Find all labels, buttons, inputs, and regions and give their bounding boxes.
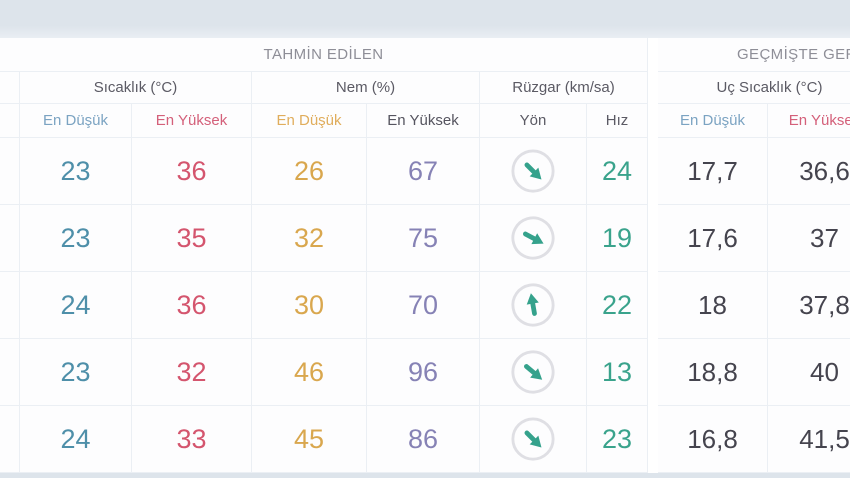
- wind-direction-icon: [511, 216, 555, 260]
- table-row: 24 36 30 70 22 18 37,8: [0, 272, 850, 339]
- wind-speed-value: 19: [587, 205, 648, 272]
- table-row: 23 35 32 75 19 17,6 37: [0, 205, 850, 272]
- humidity-high-value: 96: [367, 339, 480, 406]
- subheader-wind-speed: Hız: [587, 104, 648, 138]
- row-edge-cell: [0, 406, 20, 473]
- humidity-low-value: 26: [252, 138, 367, 205]
- subheader-temp-high: En Yüksek: [132, 104, 252, 138]
- subheader-wind-direction: Yön: [480, 104, 587, 138]
- wind-direction-icon: [511, 350, 555, 394]
- subheader-extreme-high: En Yüksek: [768, 104, 850, 138]
- humidity-high-value: 67: [367, 138, 480, 205]
- past-high-value: 37: [768, 205, 850, 272]
- humidity-low-value: 30: [252, 272, 367, 339]
- temp-low-value: 23: [20, 138, 132, 205]
- section-divider: [648, 406, 658, 473]
- section-divider: [648, 339, 658, 406]
- wind-direction-cell: [480, 406, 587, 473]
- temp-high-value: 33: [132, 406, 252, 473]
- row-edge-cell: [0, 138, 20, 205]
- wind-direction-icon: [511, 149, 555, 193]
- temp-high-value: 35: [132, 205, 252, 272]
- subheader-temp-low: En Düşük: [20, 104, 132, 138]
- past-high-value: 37,8: [768, 272, 850, 339]
- top-band: [0, 0, 850, 38]
- group-header-temperature: Sıcaklık (°C): [20, 72, 252, 104]
- forecast-table: TAHMİN EDİLEN GEÇMİŞTE GERÇEKLEŞEN Sıcak…: [0, 38, 850, 473]
- temp-low-value: 23: [20, 205, 132, 272]
- bottom-band: [0, 473, 850, 478]
- table-row: 23 32 46 96 13 18,8 40: [0, 339, 850, 406]
- section-divider: [648, 272, 658, 339]
- table-row: 23 36 26 67 24 17,7 36,6: [0, 138, 850, 205]
- row-edge-cell: [0, 272, 20, 339]
- wind-direction-cell: [480, 272, 587, 339]
- sub-header-row: En Düşük En Yüksek En Düşük En Yüksek Yö…: [0, 104, 850, 138]
- section-header-row: TAHMİN EDİLEN GEÇMİŞTE GERÇEKLEŞEN: [0, 38, 850, 72]
- temp-high-value: 36: [132, 138, 252, 205]
- past-high-value: 40: [768, 339, 850, 406]
- humidity-high-value: 70: [367, 272, 480, 339]
- wind-speed-value: 13: [587, 339, 648, 406]
- wind-direction-icon: [511, 417, 555, 461]
- corner-cell: [0, 104, 20, 138]
- section-header-predicted: TAHMİN EDİLEN: [0, 38, 648, 72]
- wind-speed-value: 24: [587, 138, 648, 205]
- subheader-humidity-low: En Düşük: [252, 104, 367, 138]
- past-low-value: 17,7: [658, 138, 768, 205]
- group-header-extreme-temperature: Uç Sıcaklık (°C): [658, 72, 850, 104]
- section-divider: [648, 138, 658, 205]
- humidity-high-value: 75: [367, 205, 480, 272]
- humidity-low-value: 32: [252, 205, 367, 272]
- temp-low-value: 23: [20, 339, 132, 406]
- subheader-extreme-low: En Düşük: [658, 104, 768, 138]
- past-low-value: 18: [658, 272, 768, 339]
- group-header-wind: Rüzgar (km/sa): [480, 72, 648, 104]
- temp-high-value: 32: [132, 339, 252, 406]
- section-divider: [648, 38, 658, 72]
- temp-high-value: 36: [132, 272, 252, 339]
- subheader-humidity-high: En Yüksek: [367, 104, 480, 138]
- past-low-value: 16,8: [658, 406, 768, 473]
- section-divider: [648, 104, 658, 138]
- humidity-high-value: 86: [367, 406, 480, 473]
- humidity-low-value: 45: [252, 406, 367, 473]
- row-edge-cell: [0, 339, 20, 406]
- wind-speed-value: 23: [587, 406, 648, 473]
- temp-low-value: 24: [20, 272, 132, 339]
- section-divider: [648, 205, 658, 272]
- wind-speed-value: 22: [587, 272, 648, 339]
- past-high-value: 36,6: [768, 138, 850, 205]
- past-low-value: 17,6: [658, 205, 768, 272]
- corner-cell: [0, 72, 20, 104]
- group-header-humidity: Nem (%): [252, 72, 480, 104]
- wind-direction-cell: [480, 205, 587, 272]
- row-edge-cell: [0, 205, 20, 272]
- past-high-value: 41,5: [768, 406, 850, 473]
- humidity-low-value: 46: [252, 339, 367, 406]
- section-header-past: GEÇMİŞTE GERÇEKLEŞEN: [658, 38, 850, 72]
- table-row: 24 33 45 86 23 16,8 41,5: [0, 406, 850, 473]
- wind-direction-cell: [480, 339, 587, 406]
- temp-low-value: 24: [20, 406, 132, 473]
- group-header-row: Sıcaklık (°C) Nem (%) Rüzgar (km/sa) Uç …: [0, 72, 850, 104]
- wind-direction-cell: [480, 138, 587, 205]
- past-low-value: 18,8: [658, 339, 768, 406]
- section-divider: [648, 72, 658, 104]
- wind-direction-icon: [511, 283, 555, 327]
